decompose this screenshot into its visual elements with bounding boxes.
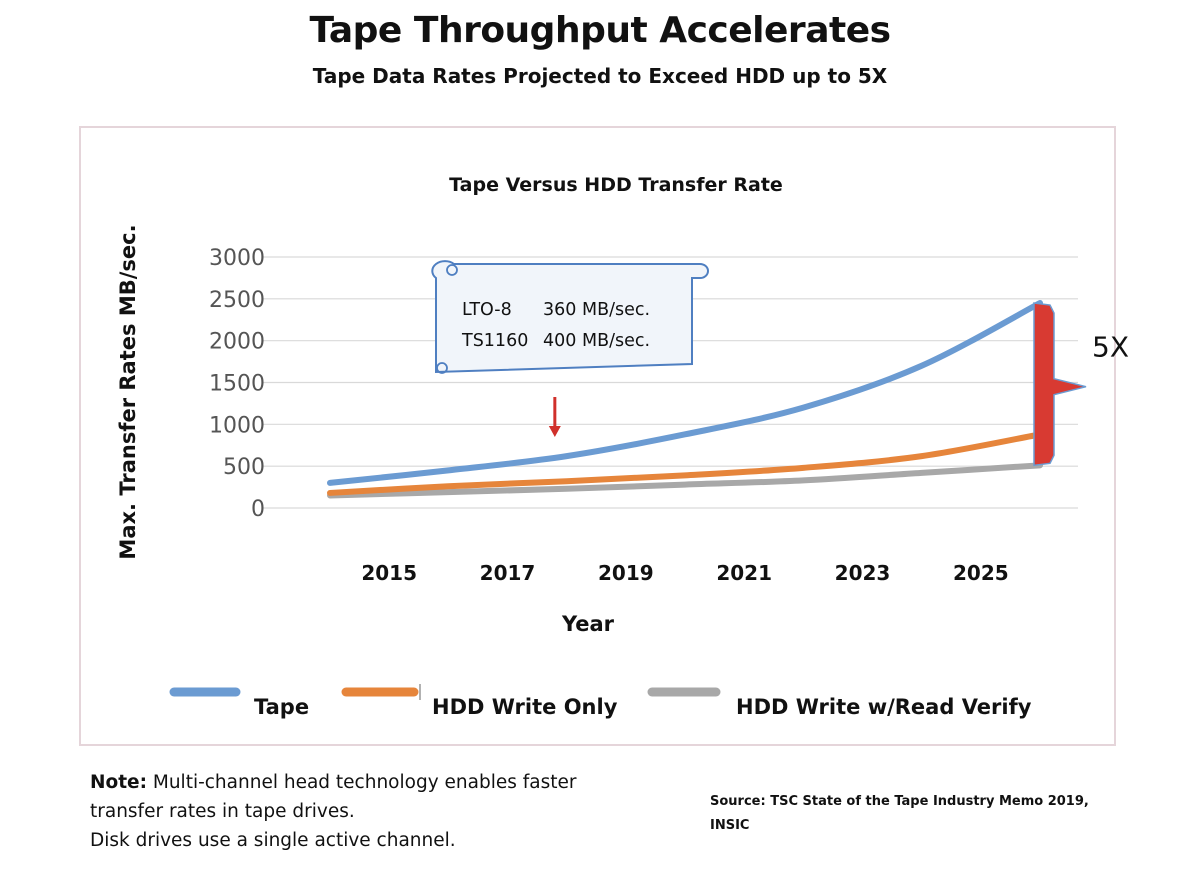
callout-curl-bottom: [436, 362, 448, 374]
y-tick-label: 1500: [209, 372, 265, 397]
y-tick-labels: 0 500 1000 1500 2000 2500 3000: [209, 246, 265, 522]
x-tick-label: 2025: [953, 561, 1009, 585]
x-tick-label: 2017: [480, 561, 536, 585]
note-label: Note:: [90, 772, 147, 793]
legend-label-3: HDD Write w/Read Verify: [736, 695, 1032, 719]
legend-label-2: HDD Write Only: [432, 695, 618, 719]
note-text-3: Disk drives use a single active channel.: [90, 830, 456, 851]
y-tick-label: 3000: [209, 246, 265, 271]
x-tick-label: 2023: [835, 561, 891, 585]
legend: Tape HDD Write Only HDD Write w/Read Verif…: [169, 684, 1032, 719]
gap-label: 5X: [1092, 331, 1129, 364]
red-arrow-head: [548, 426, 561, 437]
series-line-3: [327, 462, 1043, 499]
source-line-1: Source: TSC State of the Tape Industry M…: [710, 794, 1089, 809]
page-title: Tape Throughput Accelerates: [309, 10, 891, 51]
y-tick-label: 2000: [209, 330, 265, 355]
series-line-2: [327, 431, 1043, 496]
x-tick-label: 2019: [598, 561, 654, 585]
footnote: Note: Multi-channel head technology enab…: [90, 768, 690, 855]
y-tick-label: 500: [223, 455, 265, 480]
y-axis-label: Max. Transfer Rates MB/sec.: [116, 224, 140, 559]
page-subtitle: Tape Data Rates Projected to Exceed HDD …: [312, 64, 888, 88]
note-text-1: Multi-channel head technology enables fa…: [146, 772, 577, 793]
y-tick-label: 0: [251, 497, 265, 522]
x-tick-label: 2015: [361, 561, 417, 585]
callout-box: [431, 260, 709, 374]
note-text-2: transfer rates in tape drives.: [90, 801, 355, 822]
source-line-2: INSIC: [710, 818, 750, 833]
annotations: 5X LTO-8 360 MB/sec. TS1160 400 MB/sec.: [431, 260, 1129, 467]
source-citation: Source: TSC State of the Tape Industry M…: [710, 790, 1090, 838]
series-lines: [327, 300, 1043, 499]
x-tick-labels: 2015 2017 2019 2021 2023 2025: [361, 561, 1008, 585]
y-tick-label: 1000: [209, 413, 265, 438]
callout-ts1160-name: TS1160: [461, 331, 528, 351]
callout-lto8-name: LTO-8: [462, 300, 512, 320]
legend-label-1: Tape: [254, 695, 309, 719]
callout-lto8-value: 360 MB/sec.: [543, 300, 650, 320]
series-line-1: [327, 300, 1043, 486]
x-tick-label: 2021: [716, 561, 772, 585]
callout-ts1160-value: 400 MB/sec.: [543, 331, 650, 351]
y-tick-label: 2500: [209, 288, 265, 313]
callout-curl-top: [446, 264, 458, 276]
chart-frame: [79, 126, 1116, 746]
gap-bracket: [1033, 302, 1087, 467]
chart-title: Tape Versus HDD Transfer Rate: [449, 174, 783, 196]
x-axis-label: Year: [561, 612, 615, 636]
